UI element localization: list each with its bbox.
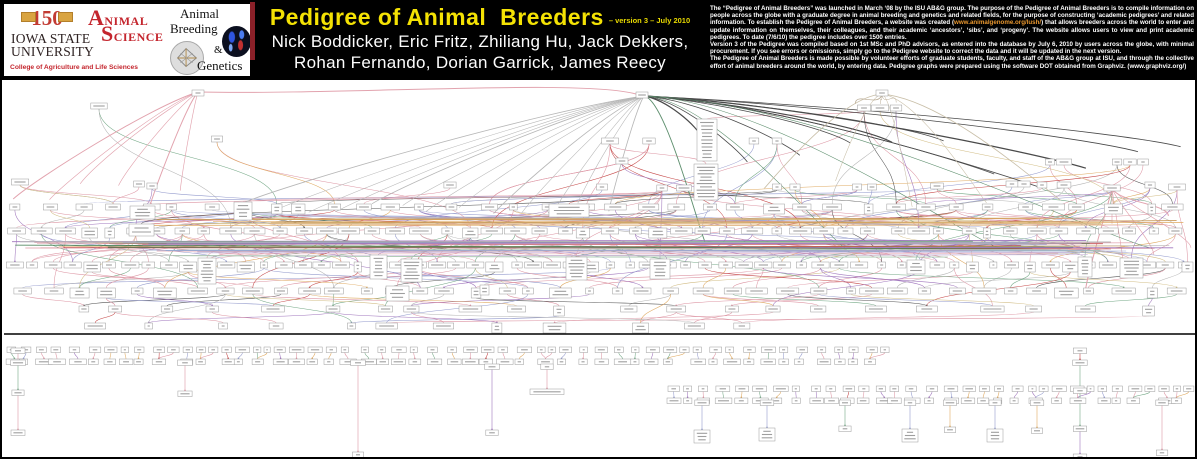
title-text: Pedigree of Animal Breeders xyxy=(269,4,604,30)
anniversary-number: 150 xyxy=(31,6,63,30)
animal-science-word2: SCIENCE xyxy=(101,21,164,46)
pedigree-node xyxy=(104,227,115,239)
pedigree-node xyxy=(542,322,567,334)
description-text: The “Pedigree of Animal Breeders” was la… xyxy=(710,5,1194,70)
logo-panel: 150 IOWA STATE UNIVERSITY College of Agr… xyxy=(4,4,252,76)
pedigree-node xyxy=(966,261,979,273)
abg-logo: Animal Breeding & Genetics xyxy=(168,5,252,76)
description-paragraph2: Version 3 of the Pedigree was compiled b… xyxy=(710,41,1194,56)
isu-wordmark-line1: IOWA STATE xyxy=(11,31,91,46)
poster-title: Pedigree of Animal Breeders – version 3 –… xyxy=(254,4,706,31)
pedigree-node xyxy=(369,254,388,280)
pedigree-node xyxy=(353,261,362,273)
pedigree-website-link: www.animalgenome.org/lush/ xyxy=(954,19,1042,27)
pedigree-node xyxy=(491,322,503,334)
description-paragraph3: The Pedigree of Animal Breeders is made … xyxy=(710,55,1194,70)
version-label: – version 3 – July 2010 xyxy=(608,16,691,25)
isu-logo: 150 IOWA STATE UNIVERSITY xyxy=(7,5,94,75)
ribbon-icon xyxy=(58,12,73,22)
pedigree-node xyxy=(400,258,423,283)
pedigree-node xyxy=(863,203,874,215)
isu-wordmark-line2: UNIVERSITY xyxy=(11,44,94,59)
pedigree-node xyxy=(236,261,255,273)
maroon-divider xyxy=(250,2,255,60)
pedigree-node xyxy=(462,227,479,239)
pedigree-node xyxy=(1181,261,1194,273)
pedigree-nodes xyxy=(4,89,1195,457)
abg-ampersand: & xyxy=(214,44,223,56)
pedigree-node xyxy=(1142,305,1155,317)
pedigree-node xyxy=(1054,287,1079,299)
pedigree-node xyxy=(81,227,98,239)
p1-after: ) that allows breeders across the world … xyxy=(710,19,1194,41)
pedigree-node xyxy=(1072,453,1088,457)
pedigree-node xyxy=(1146,287,1158,299)
pedigree-node xyxy=(485,261,504,273)
pedigree-node xyxy=(1062,261,1079,273)
abg-word2: Breeding xyxy=(170,21,218,36)
pedigree-node xyxy=(575,227,590,239)
pedigree-node xyxy=(128,223,155,237)
breeding-diagram-sketch xyxy=(176,47,198,68)
description-paragraph1: The “Pedigree of Animal Breeders” was la… xyxy=(710,5,1194,41)
pedigree-node xyxy=(1024,261,1036,273)
college-name: College of Agriculture and Life Sciences xyxy=(10,64,138,71)
ribbon-icon xyxy=(21,12,36,22)
animal-science-logo: ANIMAL SCIENCE xyxy=(88,5,172,46)
abg-diagram-icon xyxy=(170,41,204,75)
pedigree-node xyxy=(565,256,588,281)
pedigree-node xyxy=(271,203,283,215)
pedigree-graph xyxy=(2,80,1195,457)
authors-line2: Rohan Fernando, Dorian Garrick, James Re… xyxy=(294,53,666,72)
animal-science-word1: ANIMAL xyxy=(88,5,149,30)
authors-line1: Nick Boddicker, Eric Fritz, Zhiliang Hu,… xyxy=(271,32,689,51)
abg-word3: Genetics xyxy=(197,58,243,73)
isu-wordmark: IOWA STATE UNIVERSITY xyxy=(11,31,94,59)
pedigree-node xyxy=(1147,203,1156,215)
pedigree-node xyxy=(479,284,490,296)
pedigree-node xyxy=(233,201,253,221)
pedigree-node xyxy=(179,261,198,273)
pedigree-node xyxy=(1104,203,1123,215)
pedigree-node xyxy=(763,203,785,215)
pedigree-edges xyxy=(11,86,1192,455)
pedigree-node xyxy=(470,287,482,299)
pedigree-node xyxy=(983,227,991,239)
pedigree-node xyxy=(693,163,719,201)
pedigree-node xyxy=(96,287,116,299)
chromosome-image-icon xyxy=(222,26,251,57)
p1-before: The “Pedigree of Animal Breeders” was la… xyxy=(710,5,1194,27)
pedigree-node xyxy=(549,287,572,299)
title-block: Pedigree of Animal Breeders – version 3 –… xyxy=(254,2,706,80)
pedigree-node xyxy=(291,203,306,215)
isu-150-emblem-icon: 150 xyxy=(19,6,75,32)
abg-word1: Animal xyxy=(180,6,219,21)
pedigree-node xyxy=(153,287,177,299)
pedigree-node xyxy=(553,305,565,317)
pedigree-node xyxy=(648,227,668,239)
pedigree-node xyxy=(83,261,101,273)
poster-header: 150 IOWA STATE UNIVERSITY College of Agr… xyxy=(2,2,1195,80)
pedigree-node xyxy=(632,322,649,334)
pedigree-node xyxy=(69,287,90,299)
